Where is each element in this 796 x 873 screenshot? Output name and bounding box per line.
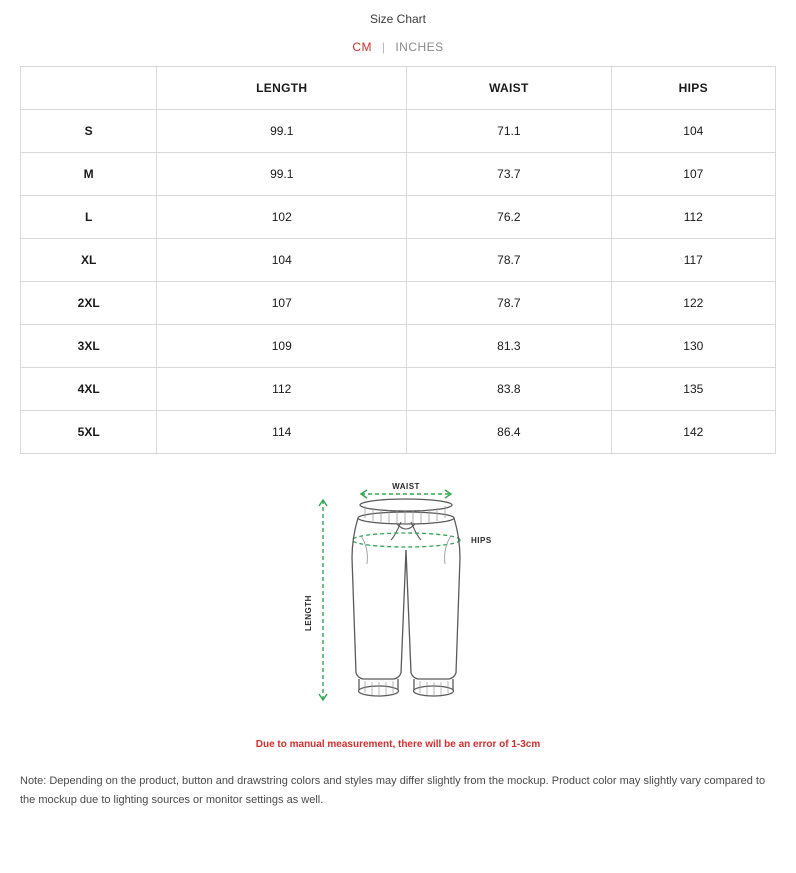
unit-inches[interactable]: INCHES bbox=[395, 40, 443, 54]
table-row: M99.173.7107 bbox=[21, 153, 776, 196]
cell-value: 107 bbox=[611, 153, 775, 196]
cell-value: 117 bbox=[611, 239, 775, 282]
cell-size: 2XL bbox=[21, 282, 157, 325]
hips-label: HIPS bbox=[471, 536, 492, 545]
table-row: 4XL11283.8135 bbox=[21, 368, 776, 411]
pants-diagram: LENGTH WAIST bbox=[283, 478, 513, 733]
length-label: LENGTH bbox=[304, 595, 313, 631]
diagram-wrap: LENGTH WAIST bbox=[20, 454, 776, 750]
cell-size: L bbox=[21, 196, 157, 239]
cell-value: 112 bbox=[611, 196, 775, 239]
product-note: Note: Depending on the product, button a… bbox=[20, 750, 776, 809]
cell-value: 112 bbox=[157, 368, 407, 411]
cell-size: 5XL bbox=[21, 411, 157, 454]
cell-size: S bbox=[21, 110, 157, 153]
cell-value: 122 bbox=[611, 282, 775, 325]
table-row: 2XL10778.7122 bbox=[21, 282, 776, 325]
table-row: 5XL11486.4142 bbox=[21, 411, 776, 454]
unit-cm[interactable]: CM bbox=[352, 40, 372, 54]
cell-value: 81.3 bbox=[407, 325, 611, 368]
cell-value: 86.4 bbox=[407, 411, 611, 454]
col-size bbox=[21, 67, 157, 110]
table-header-row: LENGTH WAIST HIPS bbox=[21, 67, 776, 110]
table-row: XL10478.7117 bbox=[21, 239, 776, 282]
cell-value: 135 bbox=[611, 368, 775, 411]
cell-value: 78.7 bbox=[407, 239, 611, 282]
col-hips: HIPS bbox=[611, 67, 775, 110]
cell-value: 104 bbox=[611, 110, 775, 153]
cell-size: M bbox=[21, 153, 157, 196]
cell-value: 104 bbox=[157, 239, 407, 282]
waist-label: WAIST bbox=[392, 482, 420, 491]
cell-value: 78.7 bbox=[407, 282, 611, 325]
cell-value: 109 bbox=[157, 325, 407, 368]
col-length: LENGTH bbox=[157, 67, 407, 110]
cell-value: 114 bbox=[157, 411, 407, 454]
cell-value: 73.7 bbox=[407, 153, 611, 196]
cell-value: 99.1 bbox=[157, 110, 407, 153]
cell-value: 102 bbox=[157, 196, 407, 239]
table-row: S99.171.1104 bbox=[21, 110, 776, 153]
cell-value: 76.2 bbox=[407, 196, 611, 239]
size-table: LENGTH WAIST HIPS S99.171.1104M99.173.71… bbox=[20, 66, 776, 454]
cell-size: 4XL bbox=[21, 368, 157, 411]
cell-value: 107 bbox=[157, 282, 407, 325]
cell-value: 71.1 bbox=[407, 110, 611, 153]
cell-value: 99.1 bbox=[157, 153, 407, 196]
cell-size: XL bbox=[21, 239, 157, 282]
table-row: L10276.2112 bbox=[21, 196, 776, 239]
cell-value: 130 bbox=[611, 325, 775, 368]
measurement-warning: Due to manual measurement, there will be… bbox=[20, 733, 776, 750]
cell-value: 142 bbox=[611, 411, 775, 454]
unit-toggle: CM | INCHES bbox=[20, 40, 776, 66]
table-row: 3XL10981.3130 bbox=[21, 325, 776, 368]
unit-separator: | bbox=[376, 40, 392, 54]
cell-size: 3XL bbox=[21, 325, 157, 368]
col-waist: WAIST bbox=[407, 67, 611, 110]
page-title: Size Chart bbox=[20, 8, 776, 40]
cell-value: 83.8 bbox=[407, 368, 611, 411]
